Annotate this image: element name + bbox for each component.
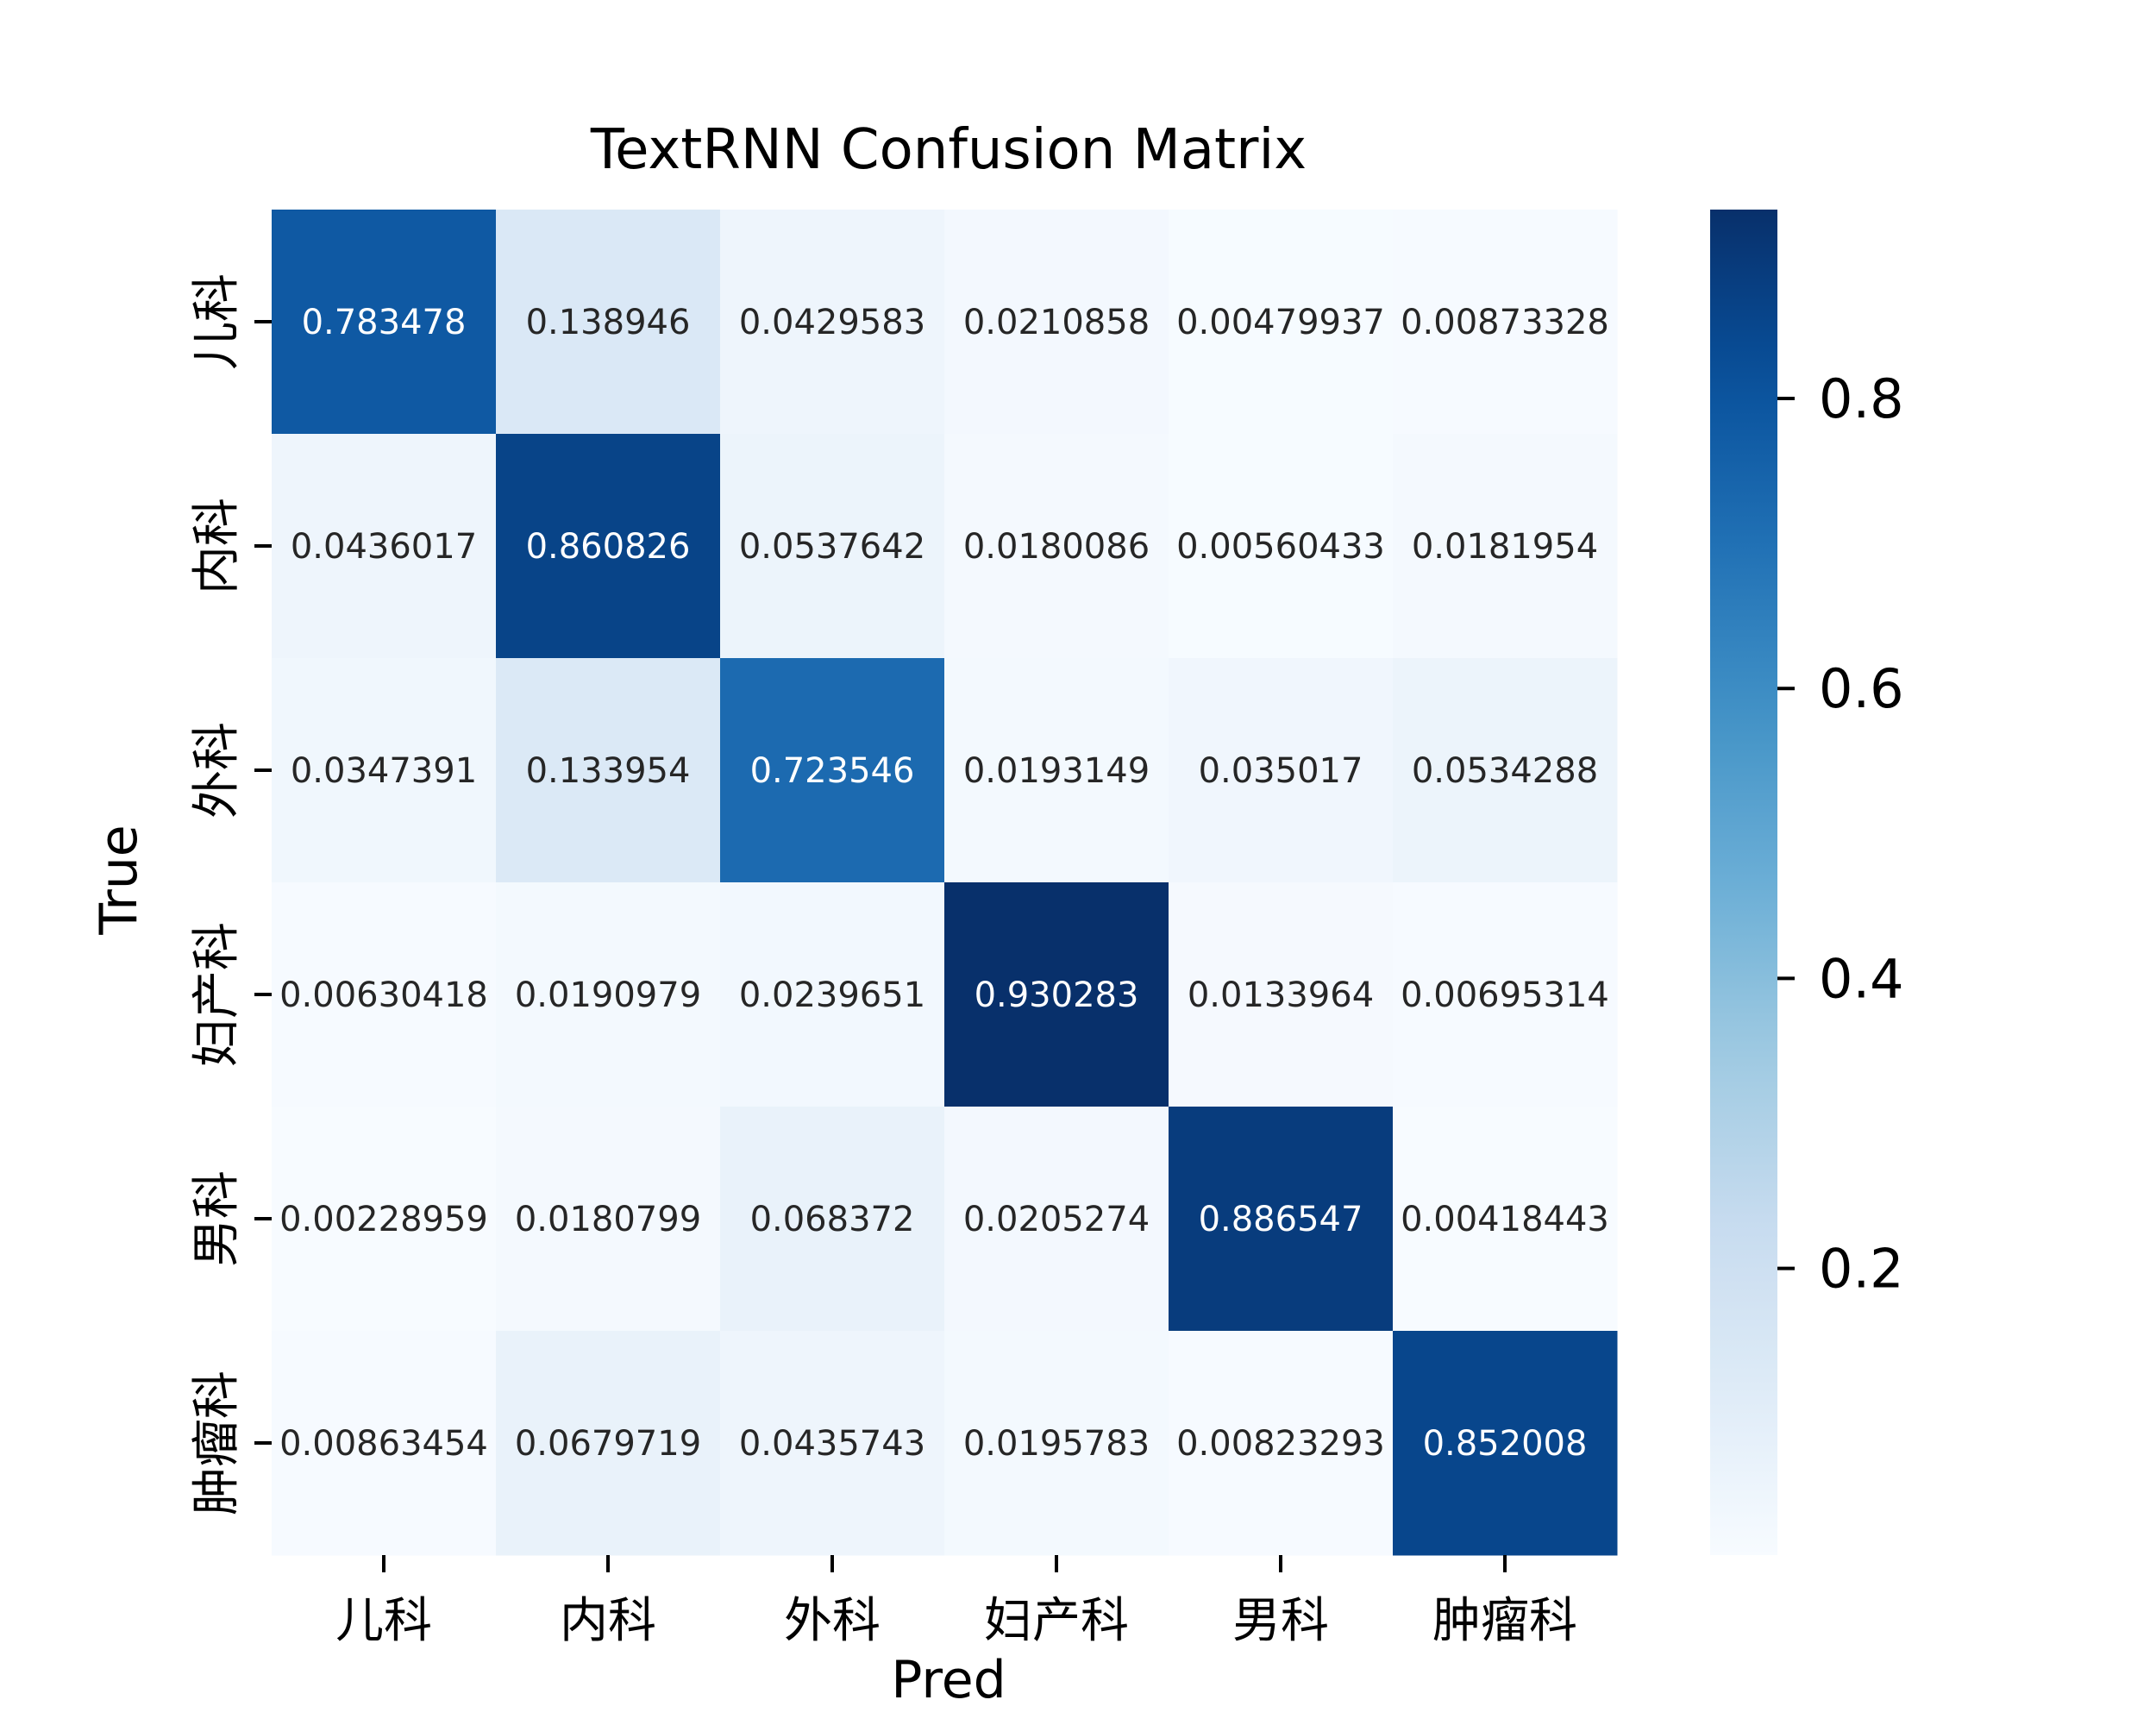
heatmap-cell (944, 658, 1169, 883)
cell-value-label: 0.0205274 (963, 1200, 1150, 1239)
heatmap-cell (1169, 1331, 1394, 1556)
colorbar-tick-label: 0.4 (1819, 947, 1904, 1010)
cell-value-label: 0.00695314 (1401, 975, 1609, 1015)
cell-value-label: 0.0133964 (1188, 975, 1374, 1015)
cell-value-label: 0.0679719 (515, 1424, 701, 1464)
cell-value-label: 0.0537642 (739, 527, 925, 567)
heatmap-cell (944, 1107, 1169, 1332)
heatmap-cell (720, 658, 945, 883)
cell-value-label: 0.00560433 (1176, 527, 1385, 567)
cell-value-label: 0.00228959 (279, 1200, 488, 1239)
heatmap-cell (720, 434, 945, 659)
heatmap-cell (1169, 882, 1394, 1107)
x-tick-label: 儿科 (335, 1593, 432, 1649)
cell-value-label: 0.0193149 (963, 751, 1150, 791)
heatmap-cell (496, 1331, 721, 1556)
y-tick-label: 儿科 (189, 273, 245, 370)
colorbar-tick-label: 0.6 (1819, 657, 1904, 720)
cell-value-label: 0.00630418 (279, 975, 488, 1015)
cell-value-label: 0.0190979 (515, 975, 701, 1015)
heatmap-cell (1169, 1107, 1394, 1332)
heatmap-cell (720, 210, 945, 435)
chart-title: TextRNN Confusion Matrix (590, 118, 1307, 182)
cell-value-label: 0.0181954 (1412, 527, 1598, 567)
cell-value-label: 0.852008 (1423, 1424, 1588, 1464)
cell-value-label: 0.00863454 (279, 1424, 488, 1464)
cell-value-label: 0.00873328 (1401, 303, 1609, 342)
cell-value-label: 0.068372 (750, 1200, 915, 1239)
colorbar-tick-label: 0.8 (1819, 367, 1904, 430)
heatmap-cell (1393, 210, 1618, 435)
cell-value-label: 0.860826 (526, 527, 691, 567)
heatmap-grid: 0.783478 0.138946 0.0429583 0.0210858 0.0047… (272, 210, 1618, 1556)
x-axis-label: Pred (891, 1650, 1006, 1710)
heatmap-cell (272, 882, 497, 1107)
heatmap-cell (272, 210, 497, 435)
cell-value-label: 0.138946 (526, 303, 691, 342)
cell-value-label: 0.0534288 (1412, 751, 1598, 791)
cell-value-label: 0.133954 (526, 751, 691, 791)
cell-value-label: 0.0435743 (739, 1424, 925, 1464)
heatmap-cell (272, 434, 497, 659)
x-tick-label: 内科 (560, 1593, 656, 1649)
x-tick-label: 男科 (1232, 1593, 1329, 1649)
heatmap-cell (1393, 1107, 1618, 1332)
colorbar-gradient (1710, 210, 1777, 1555)
y-axis-label: True (89, 825, 149, 935)
cell-value-label: 0.00479937 (1176, 303, 1385, 342)
cell-value-label: 0.00823293 (1176, 1424, 1385, 1464)
x-axis: 儿科 内科 外科 妇产科 男科 肿瘤科 (335, 1555, 1577, 1649)
x-tick-label: 妇产科 (984, 1593, 1129, 1649)
cell-value-label: 0.0429583 (739, 303, 925, 342)
heatmap-cell (1393, 1331, 1618, 1556)
cell-value-label: 0.0347391 (291, 751, 477, 791)
heatmap-cell (720, 1107, 945, 1332)
heatmap-cell (496, 210, 721, 435)
cell-value-label: 0.0195783 (963, 1424, 1150, 1464)
heatmap-cell (1169, 210, 1394, 435)
colorbar-tick-label: 0.2 (1819, 1238, 1904, 1301)
heatmap-cell (944, 1331, 1169, 1556)
cell-value-label: 0.0210858 (963, 303, 1150, 342)
cell-value-label: 0.0180086 (963, 527, 1150, 567)
heatmap-cell (720, 882, 945, 1107)
y-tick-label: 外科 (189, 722, 245, 819)
heatmap-cell (1169, 658, 1394, 883)
heatmap-cell (720, 1331, 945, 1556)
cell-value-label: 0.035017 (1199, 751, 1363, 791)
x-tick-label: 肿瘤科 (1432, 1593, 1577, 1649)
heatmap-cell (944, 882, 1169, 1107)
x-tick-label: 外科 (784, 1593, 881, 1649)
heatmap-cell (272, 658, 497, 883)
y-tick-label: 男科 (189, 1170, 245, 1267)
heatmap-cell (496, 658, 721, 883)
heatmap-cell (496, 434, 721, 659)
y-tick-label: 妇产科 (189, 922, 245, 1067)
cell-value-label: 0.00418443 (1401, 1200, 1609, 1239)
cell-value-label: 0.0239651 (739, 975, 925, 1015)
heatmap-cell (496, 1107, 721, 1332)
heatmap-cell (944, 434, 1169, 659)
cell-value-label: 0.886547 (1199, 1200, 1363, 1239)
heatmap-cell (1393, 434, 1618, 659)
heatmap-cell (1393, 882, 1618, 1107)
heatmap-cell (944, 210, 1169, 435)
cell-value-label: 0.0180799 (515, 1200, 701, 1239)
cell-value-label: 0.0436017 (291, 527, 477, 567)
heatmap-cell (1169, 434, 1394, 659)
cell-value-label: 0.930283 (975, 975, 1139, 1015)
cell-value-label: 0.723546 (750, 751, 915, 791)
heatmap-cell (272, 1331, 497, 1556)
heatmap-cell (272, 1107, 497, 1332)
heatmap-cell (1393, 658, 1618, 883)
y-tick-label: 肿瘤科 (189, 1371, 245, 1515)
cell-value-label: 0.783478 (302, 303, 467, 342)
y-tick-label: 内科 (189, 498, 245, 594)
colorbar: 0.2 0.4 0.6 0.8 (1710, 210, 1904, 1555)
heatmap-cell (496, 882, 721, 1107)
